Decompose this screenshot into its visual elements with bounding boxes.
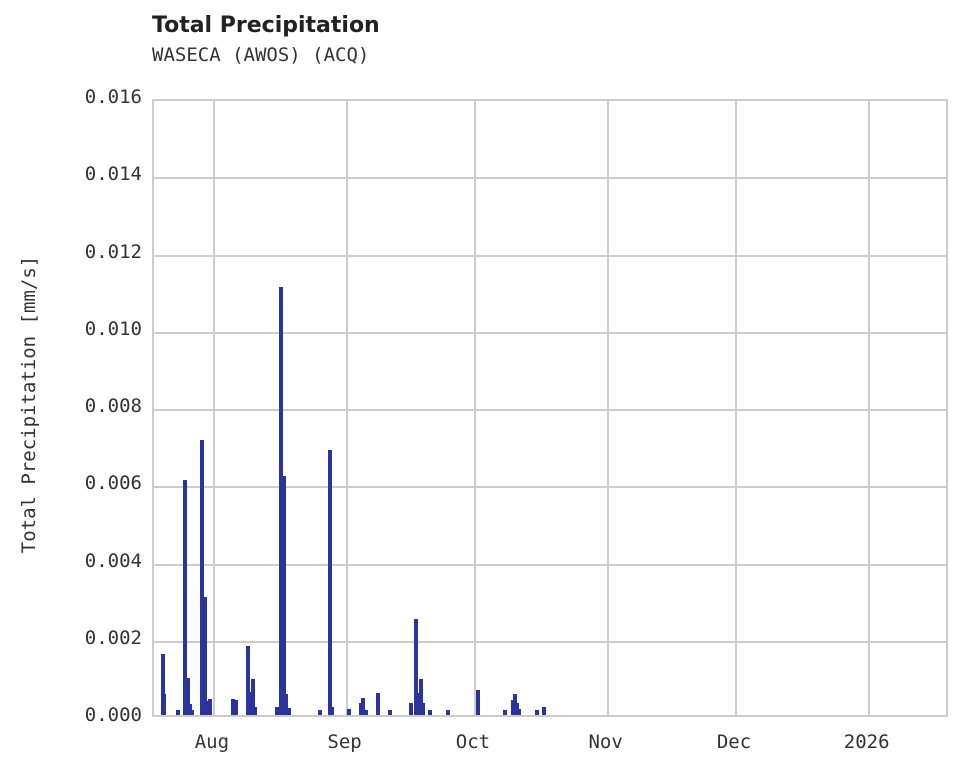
bar (275, 706, 280, 715)
bar (203, 597, 208, 715)
bar (186, 678, 191, 715)
bar (208, 698, 213, 715)
x-tick-label: Oct (455, 731, 491, 753)
bar (542, 706, 547, 715)
bar (347, 708, 352, 715)
y-tick-label: 0.000 (84, 704, 142, 726)
bar (182, 480, 187, 715)
gridline-horizontal (154, 177, 946, 180)
chart-subtitle: WASECA (AWOS) (ACQ) (152, 44, 370, 66)
bar (287, 708, 292, 715)
bar (162, 693, 167, 715)
bar (516, 708, 521, 715)
page-title: Total Precipitation (152, 13, 380, 38)
bar (360, 697, 365, 715)
gridline-vertical (867, 101, 870, 715)
y-tick-label: 0.006 (84, 472, 142, 495)
bar (278, 287, 283, 715)
bar (283, 693, 288, 715)
bar (328, 450, 333, 715)
gridline-horizontal (154, 563, 946, 566)
bar (330, 706, 335, 715)
bar (282, 475, 287, 715)
bar (205, 701, 210, 715)
y-tick-label: 0.014 (84, 163, 142, 186)
bar-series (154, 101, 946, 715)
gridline-vertical (473, 101, 476, 715)
bar (189, 710, 194, 715)
x-tick-label: Sep (327, 731, 362, 753)
bar (419, 679, 424, 715)
gridline-vertical (212, 101, 215, 715)
y-tick-label: 0.016 (84, 86, 142, 108)
x-axis-tick-labels: Aug Sep Oct Nov Dec 2026 (0, 731, 980, 771)
gridline-horizontal (154, 331, 946, 334)
y-tick-label: 0.010 (84, 317, 142, 340)
bar (230, 698, 235, 715)
bar (252, 706, 257, 715)
bar (408, 703, 413, 715)
bar (446, 709, 451, 715)
gridline-horizontal (154, 486, 946, 489)
plot-area (152, 99, 948, 717)
bar (535, 710, 540, 715)
bar (318, 710, 323, 715)
gridline-horizontal (154, 640, 946, 643)
bar (364, 710, 369, 715)
bar (475, 690, 480, 715)
y-tick-label: 0.012 (84, 240, 142, 263)
x-tick-label: Dec (716, 731, 752, 753)
title-block: Total Precipitation WASECA (AWOS) (ACQ) (152, 12, 852, 68)
bar (502, 710, 507, 715)
y-axis-tick-labels: 0.000 0.002 0.004 0.006 0.008 0.010 0.012 0.014… (0, 0, 142, 780)
y-tick-label: 0.008 (84, 395, 142, 417)
bar (187, 704, 192, 715)
gridline-horizontal (154, 409, 946, 411)
y-tick-label: 0.004 (84, 549, 142, 572)
bar (388, 709, 393, 715)
bar (199, 440, 204, 715)
bar (376, 692, 381, 715)
gridline-vertical (735, 101, 738, 715)
gridline-vertical (606, 101, 609, 715)
x-tick-label: Aug (194, 731, 230, 753)
gridline-horizontal (154, 254, 946, 257)
bar (234, 699, 239, 715)
bar (251, 679, 256, 715)
x-tick-label: 2026 (843, 731, 890, 753)
bar (427, 710, 432, 715)
x-tick-label: Nov (588, 731, 623, 753)
bar (175, 710, 180, 715)
bar (415, 692, 420, 715)
bar (247, 691, 252, 715)
y-tick-label: 0.002 (84, 626, 142, 649)
bar (413, 619, 418, 715)
bar (420, 703, 425, 715)
gridline-vertical (345, 101, 348, 715)
bar (246, 646, 251, 715)
bar (160, 653, 165, 715)
